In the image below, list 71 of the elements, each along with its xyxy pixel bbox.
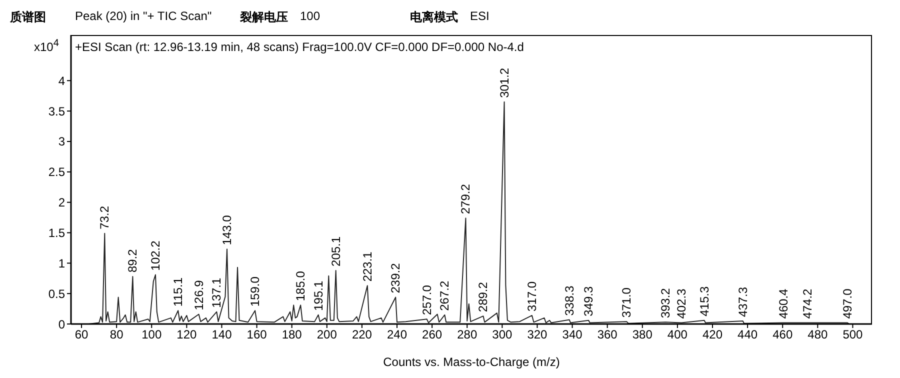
y-tick-label: 0.5	[48, 286, 66, 301]
annotation: 195.1	[311, 280, 326, 311]
annotation: 317.0	[524, 281, 539, 312]
x-tick-label: 220	[352, 328, 372, 342]
annotation: 371.0	[620, 287, 634, 318]
y-tick-label: 1	[58, 256, 66, 270]
x-tick-label: 260	[422, 328, 442, 342]
annotation: 185.0	[294, 270, 308, 302]
y-tick-label: 4	[58, 74, 66, 88]
x-tick-label: 340	[562, 328, 583, 342]
x-tick-label: 480	[808, 328, 828, 342]
annotation: 73.2	[98, 206, 112, 230]
annotation: 102.2	[148, 240, 162, 271]
annotation: 137.1	[210, 277, 224, 308]
x-tick-label: 80	[110, 328, 124, 342]
annotation: 393.2	[658, 288, 673, 318]
y-tick-label: 0	[58, 317, 66, 332]
annotation: 267.2	[438, 280, 452, 311]
x-tick-label: 420	[702, 328, 723, 342]
y-tick-label: 3.5	[48, 104, 66, 118]
annotation: 159.0	[248, 276, 262, 307]
y-axis-title: x10$^{4}$	[34, 38, 59, 54]
annotation: 402.3	[674, 288, 688, 319]
x-axis-title: Counts vs. Mass-to-Charge (m/z)	[383, 355, 560, 369]
x-tick-label: 320	[527, 328, 548, 342]
annotation: 126.9	[192, 280, 206, 310]
text: 裂解电压	[240, 9, 288, 26]
y-tick-label: 1.5	[48, 226, 66, 240]
annotation: 205.1	[328, 236, 343, 266]
annotation: 301.2	[497, 68, 512, 98]
y-tick-label: 3	[58, 134, 66, 149]
x-tick-label: 400	[667, 328, 688, 342]
text: 100	[300, 9, 320, 23]
x-tick-label: 120	[176, 328, 198, 342]
annotation: 115.1	[171, 277, 186, 307]
annotation: 349.3	[582, 286, 596, 316]
x-tick-label: 240	[386, 328, 408, 342]
x-tick-label: 200	[316, 328, 338, 342]
x-tick-label: 440	[738, 328, 758, 342]
x-tick-label: 300	[492, 328, 513, 342]
annotation: 437.3	[736, 286, 750, 317]
x-tick-label: 380	[632, 328, 653, 342]
text: 电离模式	[410, 9, 458, 26]
line-series	[88, 101, 850, 324]
annotation: 239.2	[388, 262, 403, 294]
x-tick-label: 100	[142, 328, 162, 342]
x-tick-label: 500	[842, 328, 864, 342]
annotation: 338.3	[562, 285, 576, 316]
annotation: 474.2	[800, 288, 814, 319]
annotation: 289.2	[476, 282, 490, 312]
x-tick-label: 360	[597, 328, 618, 342]
annotation: 257.0	[420, 284, 434, 316]
annotation: 223.1	[360, 251, 374, 282]
annotation: 497.0	[840, 288, 854, 319]
annotation: 415.3	[697, 286, 712, 316]
text: 质谱图	[10, 9, 46, 26]
x-tick-label: 60	[74, 328, 89, 342]
annotation: 143.0	[220, 214, 234, 246]
y-tick-label: 2	[58, 196, 66, 210]
x-tick-label: 140	[212, 328, 232, 342]
chart-title: +ESI Scan (rt: 12.96-13.19 min, 48 scans) Frag=100.0V CF=0.000 DF=0.000 No-4.d	[75, 40, 524, 54]
y-tick-label: 2.5	[48, 165, 66, 180]
annotation: 279.2	[458, 184, 473, 214]
text: ESI	[470, 9, 490, 23]
text: Peak (20) in "+ TIC Scan"	[75, 9, 212, 23]
annotation: 89.2	[126, 248, 140, 273]
x-tick-label: 460	[772, 328, 793, 342]
annotation: 460.4	[776, 288, 790, 319]
x-tick-label: 180	[282, 328, 302, 342]
x-tick-label: 280	[457, 328, 478, 342]
x-tick-label: 160	[246, 328, 268, 342]
